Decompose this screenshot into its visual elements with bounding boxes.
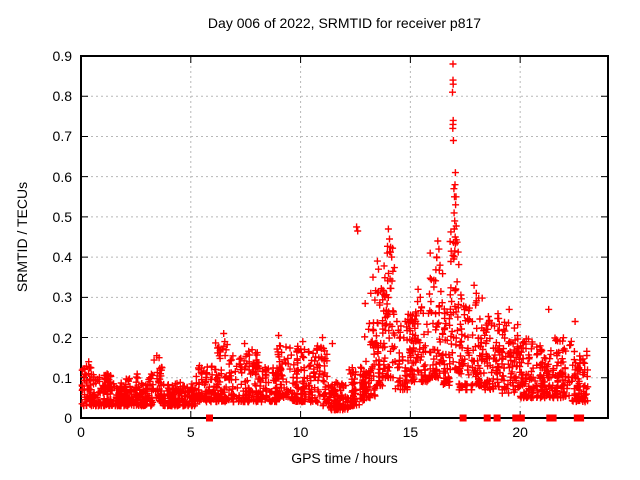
y-tick-label: 0.7 [52,128,72,145]
y-tick-label: 0.5 [52,208,72,225]
zero-flag-square [493,414,501,422]
zero-flag-square [483,414,491,422]
y-tick-label: 0.1 [52,369,72,386]
x-tick-label: 20 [512,424,528,440]
y-tick-label: 0.3 [52,289,72,306]
zero-flag-square [517,414,525,422]
plot-border [80,55,609,419]
x-tick-label: 10 [292,424,309,440]
zero-flag-square [206,414,213,422]
y-tick-label: 0.9 [52,48,72,64]
x-tick-label: 5 [186,424,195,440]
chart-title: Day 006 of 2022, SRMTID for receiver p81… [207,15,482,31]
x-axis-label: GPS time / hours [291,450,398,466]
scatter-points [78,60,592,414]
zero-flag-square [512,414,520,422]
x-tick-label: 15 [402,424,419,440]
y-tick-label: 0 [64,410,72,426]
y-tick-label: 0.4 [52,249,72,266]
x-tick-label: 0 [77,424,85,440]
zero-flag-square [577,414,585,422]
zero-flag-square [459,414,467,422]
grid-lines [81,56,608,418]
y-tick-label: 0.2 [52,329,72,346]
zero-flag-square [549,414,557,422]
y-tick-label: 0.6 [52,168,72,185]
y-tick-label: 0.8 [52,88,72,105]
